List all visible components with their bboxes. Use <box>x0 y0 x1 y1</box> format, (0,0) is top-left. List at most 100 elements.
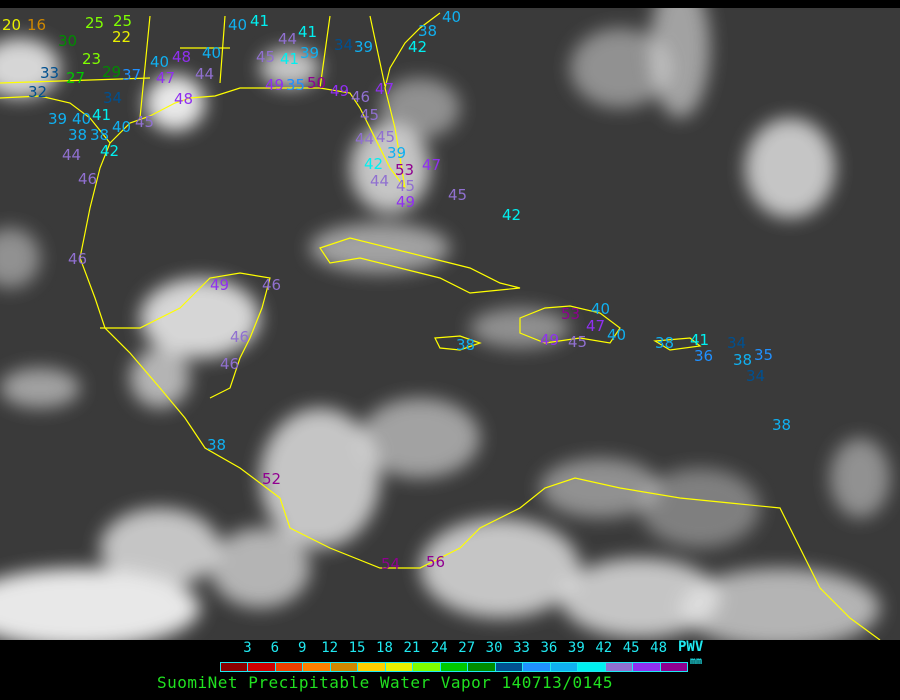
legend-tick: 42 <box>595 640 613 656</box>
station-pwv-value: 39 <box>48 110 68 128</box>
cloud <box>0 368 80 408</box>
legend-swatch <box>605 663 634 671</box>
legend-unit-sub: mm <box>690 656 703 667</box>
legend-swatch <box>578 663 606 671</box>
station-pwv-value: 42 <box>502 206 522 224</box>
cloud <box>560 558 720 638</box>
cloud <box>260 408 380 548</box>
cloud <box>680 568 880 640</box>
cloud <box>260 48 320 88</box>
station-pwv-value: 53 <box>561 305 581 323</box>
legend-swatch <box>221 663 249 671</box>
station-pwv-value: 41 <box>690 331 710 349</box>
station-pwv-value: 49 <box>540 331 560 349</box>
cloud <box>830 438 890 518</box>
station-pwv-value: 47 <box>586 317 606 335</box>
station-pwv-value: 38 <box>90 126 110 144</box>
station-pwv-value: 45 <box>448 186 468 204</box>
station-pwv-value: 46 <box>262 276 282 294</box>
station-pwv-value: 44 <box>195 65 215 83</box>
station-pwv-value: 56 <box>426 553 446 571</box>
station-pwv-value: 35 <box>286 76 306 94</box>
coastline <box>0 95 881 640</box>
station-pwv-value: 34 <box>727 334 747 352</box>
legend-swatch <box>413 663 441 671</box>
station-pwv-value: 38 <box>733 351 753 369</box>
station-pwv-value: 29 <box>102 63 122 81</box>
cloud <box>640 468 760 548</box>
legend-tick: 36 <box>540 640 558 656</box>
station-pwv-value: 45 <box>256 48 276 66</box>
station-pwv-value: 40 <box>150 53 170 71</box>
legend-tick: 9 <box>298 640 307 656</box>
station-pwv-value: 47 <box>422 156 442 174</box>
station-pwv-value: 40 <box>442 8 462 26</box>
legend-swatch <box>660 663 687 671</box>
station-pwv-value: 34 <box>334 36 354 54</box>
satellite-image <box>0 8 900 640</box>
station-pwv-value: 49 <box>330 82 350 100</box>
station-pwv-value: 42 <box>100 142 120 160</box>
legend-tick: 21 <box>403 640 421 656</box>
station-pwv-value: 41 <box>280 50 300 68</box>
coastline <box>319 237 521 294</box>
station-pwv-value: 44 <box>278 30 298 48</box>
map-title: SuomiNet Precipitable Water Vapor 140713… <box>157 673 613 692</box>
station-pwv-value: 46 <box>78 170 98 188</box>
legend-tick: 24 <box>430 640 448 656</box>
legend-tick: 3 <box>243 640 252 656</box>
legend-tick: 30 <box>485 640 503 656</box>
station-pwv-value: 40 <box>72 110 92 128</box>
legend-tick: 18 <box>376 640 393 656</box>
legend-swatch <box>633 663 661 671</box>
station-pwv-value: 34 <box>746 367 766 385</box>
station-pwv-value: 39 <box>300 44 320 62</box>
cloud <box>650 8 710 118</box>
station-pwv-value: 54 <box>381 555 401 573</box>
cloud <box>210 528 310 608</box>
station-pwv-value: 20 <box>2 16 22 34</box>
coastline <box>0 15 386 119</box>
station-pwv-value: 40 <box>607 326 627 344</box>
station-pwv-value: 33 <box>40 64 60 82</box>
legend-swatch <box>495 663 524 671</box>
station-pwv-value: 27 <box>66 69 86 87</box>
coastline <box>434 335 482 351</box>
legend-tick: 33 <box>513 640 530 656</box>
coastline <box>100 272 271 399</box>
coastline-layer <box>0 12 881 640</box>
legend-swatch <box>385 663 414 671</box>
color-scale-bar <box>220 662 688 672</box>
station-pwv-value: 50 <box>307 74 327 92</box>
station-pwv-value: 23 <box>82 50 102 68</box>
coastline <box>109 12 441 189</box>
legend-tick: 27 <box>458 640 476 656</box>
station-pwv-value: 22 <box>112 28 132 46</box>
cloud <box>130 348 190 408</box>
station-pwv-value: 48 <box>174 90 194 108</box>
legend-swatch <box>440 663 469 671</box>
station-labels: 20 16 25 25 30 23 22 33 27 29 37 32 34 40 48 40 44 47 48 40… <box>2 8 792 573</box>
station-pwv-value: 45 <box>568 333 588 351</box>
station-pwv-value: 45 <box>396 177 416 195</box>
station-pwv-value: 38 <box>456 336 476 354</box>
station-pwv-value: 38 <box>772 416 792 434</box>
station-pwv-value: 46 <box>220 355 240 373</box>
cloud <box>140 278 260 358</box>
station-pwv-value: 44 <box>370 172 390 190</box>
cloud <box>540 458 660 518</box>
coastline <box>519 305 621 344</box>
station-pwv-value: 38 <box>655 334 675 352</box>
legend-tick: 6 <box>270 640 280 656</box>
station-pwv-value: 44 <box>62 146 82 164</box>
legend-swatch <box>358 663 386 671</box>
station-pwv-value: 41 <box>298 23 318 41</box>
station-pwv-value: 46 <box>230 328 250 346</box>
legend-swatch <box>248 663 276 671</box>
legend-swatch <box>275 663 304 671</box>
station-pwv-value: 53 <box>395 161 415 179</box>
station-pwv-value: 45 <box>135 113 155 131</box>
station-pwv-value: 32 <box>28 83 48 101</box>
cloud <box>360 398 480 478</box>
cloud <box>100 508 220 588</box>
